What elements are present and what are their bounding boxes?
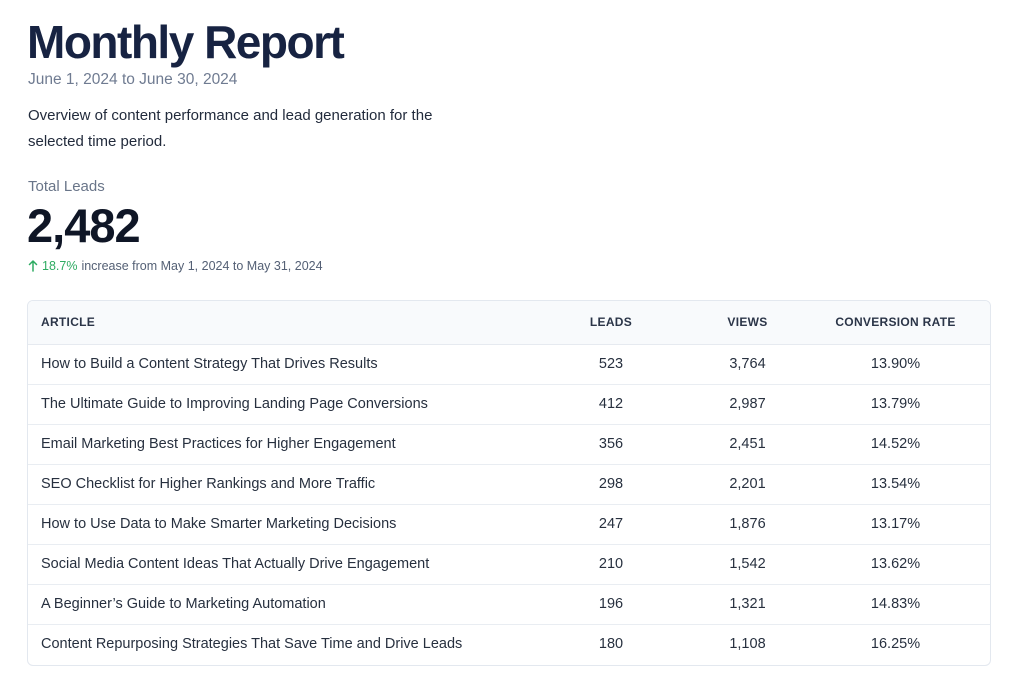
page-title: Monthly Report xyxy=(27,16,345,68)
views-cell: 1,108 xyxy=(696,623,799,664)
leads-cell: 298 xyxy=(526,463,696,504)
views-cell: 3,764 xyxy=(729,356,766,372)
views-cell: 2,201 xyxy=(696,463,799,504)
column-header-views: Views xyxy=(696,301,799,345)
article-title: SEO Checklist for Higher Rankings and Mo… xyxy=(28,463,526,504)
column-header-article: Article xyxy=(28,301,526,345)
conversion-cell: 13.79% xyxy=(799,383,990,424)
table-row: Social Media Content Ideas That Actually… xyxy=(28,543,990,584)
leads-cell: 247 xyxy=(526,503,696,544)
conversion-cell: 13.90% xyxy=(870,356,921,372)
views-cell: 1,321 xyxy=(696,583,799,624)
articles-table-card: Article Leads Views Conversion Rate How … xyxy=(27,300,991,666)
leads-cell: 356 xyxy=(526,423,696,464)
views-cell: 1,542 xyxy=(696,543,799,584)
arrow-up-icon xyxy=(28,260,38,272)
table-row: The Ultimate Guide to Improving Landing … xyxy=(28,383,990,424)
article-title: Email Marketing Best Practices for Highe… xyxy=(28,423,526,464)
table-row: SEO Checklist for Higher Rankings and Mo… xyxy=(28,463,990,504)
article-title: Content Repurposing Strategies That Save… xyxy=(28,623,526,664)
table-row: Content Repurposing Strategies That Save… xyxy=(28,623,990,664)
views-cell: 2,987 xyxy=(696,383,799,424)
conversion-cell: 13.54% xyxy=(799,463,990,504)
conversion-cell: 16.25% xyxy=(799,623,990,664)
leads-cell: 196 xyxy=(526,583,696,624)
leads-cell: 412 xyxy=(526,383,696,424)
table-row: How to Build a Content Strategy That Dri… xyxy=(28,344,990,384)
article-title: The Ultimate Guide to Improving Landing … xyxy=(28,383,526,424)
article-title: How to Use Data to Make Smarter Marketin… xyxy=(28,503,526,544)
report-description: Overview of content performance and lead… xyxy=(28,107,433,150)
table-row: A Beginner’s Guide to Marketing Automati… xyxy=(28,583,990,624)
views-cell: 2,451 xyxy=(696,423,799,464)
column-header-leads: Leads xyxy=(526,301,696,345)
article-title: Social Media Content Ideas That Actually… xyxy=(28,543,526,584)
change-percent: 18.7% xyxy=(42,259,78,273)
date-range: June 1, 2024 to June 30, 2024 xyxy=(28,71,238,88)
table-row: Email Marketing Best Practices for Highe… xyxy=(28,423,990,464)
article-title: A Beginner’s Guide to Marketing Automati… xyxy=(28,583,526,624)
conversion-cell: 13.62% xyxy=(799,543,990,584)
articles-table: Article Leads Views Conversion Rate How … xyxy=(28,301,990,664)
leads-cell: 523 xyxy=(598,356,624,372)
conversion-cell: 14.52% xyxy=(799,423,990,464)
conversion-cell: 14.83% xyxy=(799,583,990,624)
leads-cell: 180 xyxy=(526,623,696,664)
column-header-conversion-rate: Conversion Rate xyxy=(799,301,990,345)
total-leads-value: 2,482 xyxy=(27,199,141,252)
table-header-row: Article Leads Views Conversion Rate xyxy=(28,301,990,345)
conversion-cell: 13.17% xyxy=(799,503,990,544)
views-cell: 1,876 xyxy=(696,503,799,544)
total-leads-label: Total Leads xyxy=(28,178,105,195)
article-title: How to Build a Content Strategy That Dri… xyxy=(41,356,378,372)
change-description: increase from May 1, 2024 to May 31, 202… xyxy=(81,259,323,273)
leads-cell: 210 xyxy=(526,543,696,584)
table-row: How to Use Data to Make Smarter Marketin… xyxy=(28,503,990,544)
leads-change: 18.7% increase from May 1, 2024 to May 3… xyxy=(28,258,323,274)
